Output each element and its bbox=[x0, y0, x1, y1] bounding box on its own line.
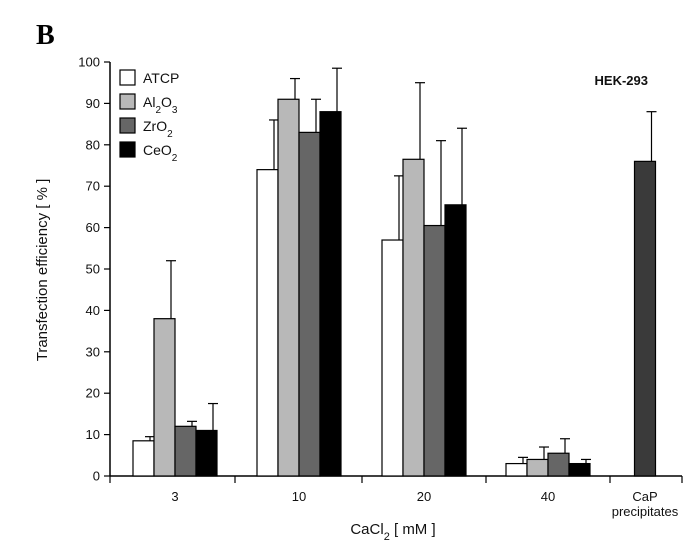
legend-label: CeO2 bbox=[143, 142, 178, 164]
y-tick-label: 0 bbox=[93, 469, 100, 484]
y-tick-label: 80 bbox=[86, 137, 100, 152]
bar-cap-precipitates bbox=[633, 160, 657, 477]
bar-CeO2 bbox=[319, 111, 342, 477]
bar-Al2O3 bbox=[526, 458, 549, 477]
y-tick-label: 30 bbox=[86, 344, 100, 359]
x-axis-title: CaCl2 [ mM ] bbox=[350, 521, 435, 543]
y-tick-label: 60 bbox=[86, 220, 100, 235]
x-tick-label: 10 bbox=[292, 489, 306, 504]
y-tick-label: 50 bbox=[86, 262, 100, 277]
bar-CeO2 bbox=[568, 462, 591, 477]
legend-swatch bbox=[119, 141, 136, 158]
legend-swatch bbox=[119, 93, 136, 110]
y-tick-label: 100 bbox=[78, 55, 100, 70]
panel-label: B bbox=[36, 20, 55, 51]
legend-swatch bbox=[119, 117, 136, 134]
y-tick-label: 70 bbox=[86, 179, 100, 194]
cell-line-annotation: HEK-293 bbox=[595, 73, 648, 88]
bar-Al2O3 bbox=[153, 318, 176, 477]
y-tick-label: 10 bbox=[86, 427, 100, 442]
bar-Al2O3 bbox=[402, 158, 425, 477]
x-tick-label: CaP bbox=[632, 489, 657, 504]
legend-label: Al2O3 bbox=[143, 94, 178, 116]
bar-ATCP bbox=[132, 440, 155, 477]
legend-label: ATCP bbox=[143, 70, 179, 86]
bar-ZrO2 bbox=[423, 224, 446, 477]
y-axis-title: Transfection efficiency [ % ] bbox=[34, 179, 51, 362]
x-tick-label: 3 bbox=[171, 489, 178, 504]
bar-ATCP bbox=[381, 239, 404, 477]
axes: 0 10 20 30 40 50 60 70 80 90 100 3 10 20 40 CaPprecipit… bbox=[78, 55, 683, 519]
x-tick-label: 40 bbox=[541, 489, 555, 504]
bar-ZrO2 bbox=[298, 131, 321, 477]
bar-Al2O3 bbox=[277, 98, 300, 477]
y-tick-label: 20 bbox=[86, 386, 100, 401]
bar-CeO2 bbox=[444, 204, 467, 477]
bar-ATCP bbox=[505, 462, 528, 477]
x-tick-label: precipitates bbox=[612, 504, 679, 519]
bar-ATCP bbox=[256, 169, 279, 477]
y-tick-label: 90 bbox=[86, 96, 100, 111]
x-tick-label: 20 bbox=[417, 489, 431, 504]
bar-ZrO2 bbox=[174, 425, 197, 477]
bars bbox=[132, 67, 657, 477]
y-tick-label: 40 bbox=[86, 303, 100, 318]
legend-swatch bbox=[119, 69, 136, 86]
bar-ZrO2 bbox=[547, 452, 570, 477]
legend-label: ZrO2 bbox=[143, 118, 173, 140]
bar-CeO2 bbox=[195, 429, 218, 477]
